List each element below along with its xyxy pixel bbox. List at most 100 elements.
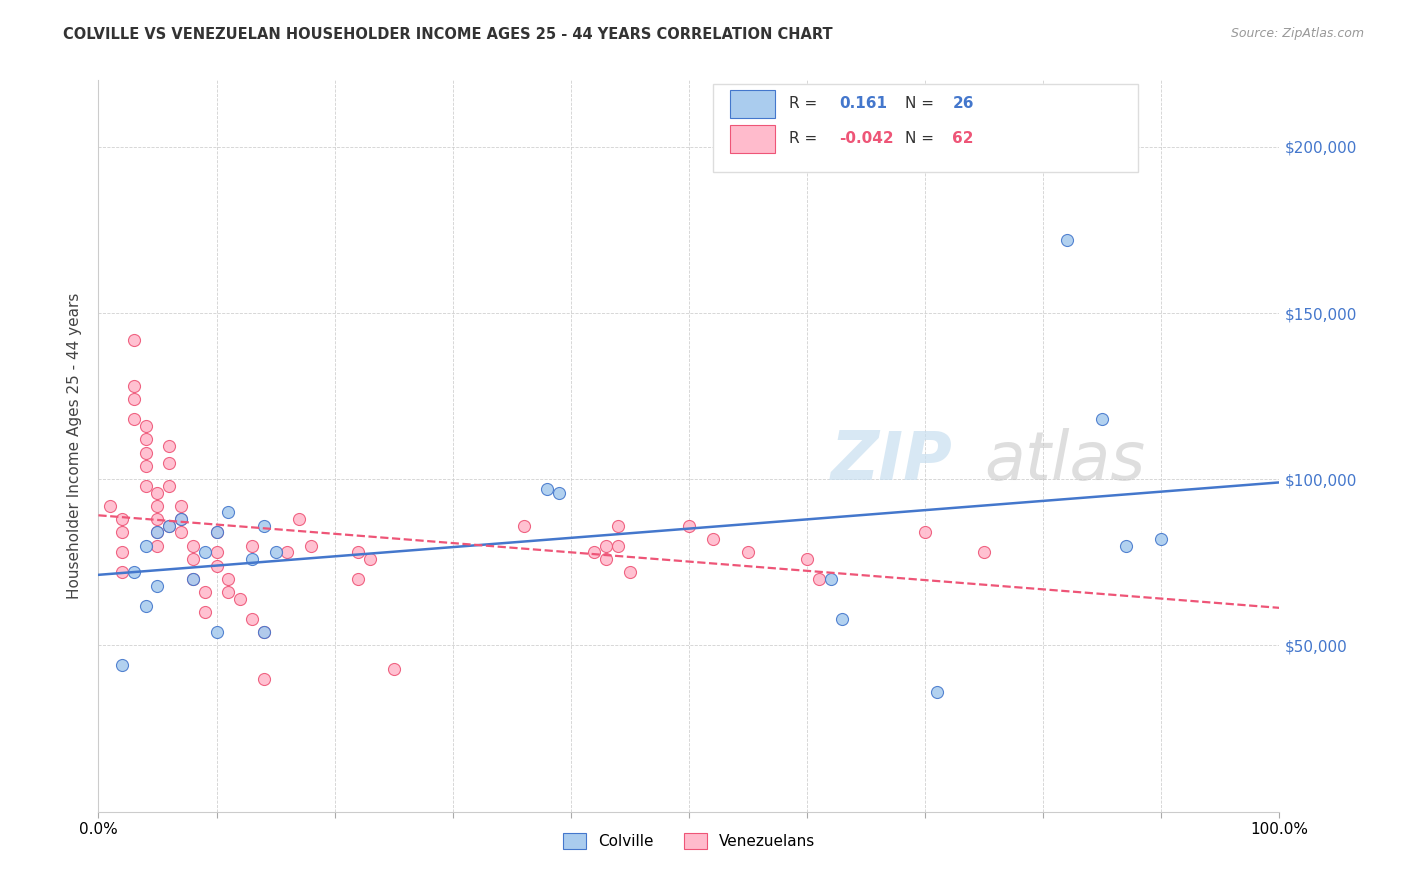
- Point: [146, 499, 169, 513]
- Point: [536, 482, 558, 496]
- Point: [111, 658, 134, 673]
- Point: [170, 525, 193, 540]
- Point: [205, 545, 228, 559]
- Point: [619, 566, 641, 580]
- Text: Source: ZipAtlas.com: Source: ZipAtlas.com: [1230, 27, 1364, 40]
- Point: [98, 499, 121, 513]
- Point: [111, 545, 134, 559]
- Point: [240, 539, 263, 553]
- Point: [1150, 532, 1173, 546]
- Point: [146, 512, 169, 526]
- Point: [253, 625, 276, 640]
- Text: -0.042: -0.042: [839, 131, 894, 146]
- Point: [181, 572, 204, 586]
- Point: [157, 518, 180, 533]
- Point: [194, 545, 217, 559]
- Point: [583, 545, 606, 559]
- Point: [737, 545, 759, 559]
- Point: [1115, 539, 1137, 553]
- Point: [288, 512, 311, 526]
- Text: N =: N =: [905, 131, 939, 146]
- Point: [607, 539, 630, 553]
- Y-axis label: Householder Income Ages 25 - 44 years: Householder Income Ages 25 - 44 years: [67, 293, 83, 599]
- Point: [135, 539, 157, 553]
- Point: [170, 512, 193, 526]
- Point: [925, 685, 948, 699]
- Point: [595, 552, 617, 566]
- Point: [205, 558, 228, 573]
- Point: [253, 672, 276, 686]
- Point: [253, 518, 276, 533]
- Point: [181, 539, 204, 553]
- Point: [512, 518, 534, 533]
- Point: [299, 539, 322, 553]
- Point: [157, 439, 180, 453]
- Point: [146, 525, 169, 540]
- Text: R =: R =: [789, 131, 823, 146]
- Text: COLVILLE VS VENEZUELAN HOUSEHOLDER INCOME AGES 25 - 44 YEARS CORRELATION CHART: COLVILLE VS VENEZUELAN HOUSEHOLDER INCOM…: [63, 27, 832, 42]
- Text: R =: R =: [789, 96, 823, 112]
- Point: [1056, 233, 1078, 247]
- Point: [264, 545, 287, 559]
- Point: [122, 379, 145, 393]
- Point: [135, 433, 157, 447]
- Point: [253, 625, 276, 640]
- Point: [135, 458, 157, 473]
- Point: [359, 552, 381, 566]
- Point: [276, 545, 298, 559]
- Point: [217, 585, 239, 599]
- Point: [157, 479, 180, 493]
- Text: 26: 26: [952, 96, 974, 112]
- Point: [146, 525, 169, 540]
- Text: atlas: atlas: [984, 427, 1146, 493]
- Point: [135, 599, 157, 613]
- Bar: [730, 125, 775, 153]
- Point: [973, 545, 995, 559]
- Point: [146, 485, 169, 500]
- Point: [229, 591, 252, 606]
- Point: [111, 566, 134, 580]
- Point: [111, 525, 134, 540]
- Point: [347, 545, 370, 559]
- Legend: Colville, Venezuelans: Colville, Venezuelans: [557, 827, 821, 855]
- Point: [914, 525, 936, 540]
- Point: [122, 566, 145, 580]
- Point: [135, 479, 157, 493]
- Point: [548, 485, 571, 500]
- Bar: [730, 90, 775, 118]
- Point: [831, 612, 853, 626]
- Point: [170, 512, 193, 526]
- Point: [194, 605, 217, 619]
- Point: [1091, 412, 1114, 426]
- Point: [796, 552, 818, 566]
- Point: [111, 512, 134, 526]
- Point: [122, 333, 145, 347]
- Point: [240, 612, 263, 626]
- Point: [194, 585, 217, 599]
- Point: [382, 662, 405, 676]
- Text: 62: 62: [952, 131, 974, 146]
- Point: [595, 539, 617, 553]
- Point: [205, 525, 228, 540]
- Point: [678, 518, 700, 533]
- Point: [807, 572, 830, 586]
- Point: [347, 572, 370, 586]
- Text: 0.161: 0.161: [839, 96, 887, 112]
- Point: [820, 572, 842, 586]
- Text: N =: N =: [905, 96, 939, 112]
- Point: [217, 572, 239, 586]
- Text: ZIP: ZIP: [831, 427, 952, 493]
- Point: [135, 419, 157, 434]
- Point: [157, 518, 180, 533]
- Bar: [713, 84, 1137, 171]
- Point: [157, 456, 180, 470]
- Point: [217, 506, 239, 520]
- Point: [122, 392, 145, 407]
- Point: [240, 552, 263, 566]
- Point: [205, 625, 228, 640]
- Point: [146, 539, 169, 553]
- Point: [181, 572, 204, 586]
- Point: [205, 525, 228, 540]
- Point: [146, 579, 169, 593]
- Point: [135, 445, 157, 459]
